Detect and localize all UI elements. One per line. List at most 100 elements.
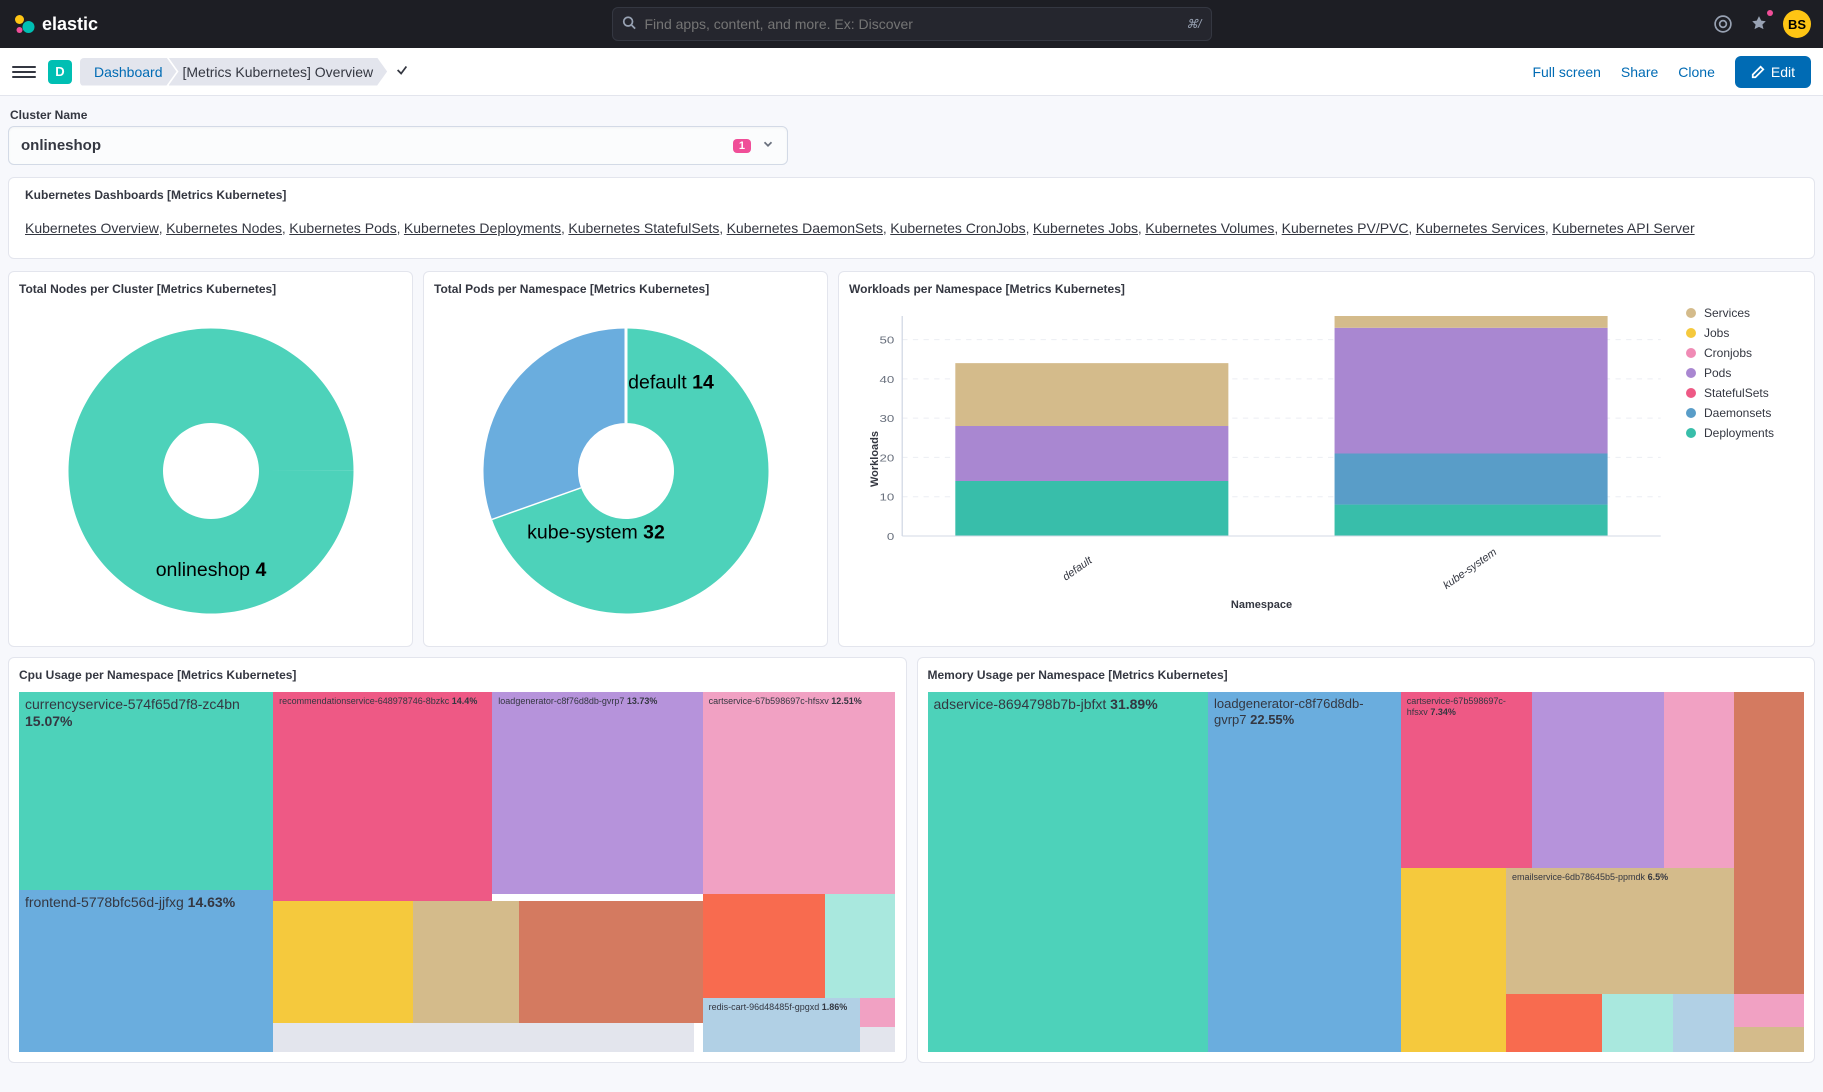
- cluster-value: onlineshop: [21, 137, 733, 154]
- dashboard-link[interactable]: Kubernetes StatefulSets: [568, 220, 719, 236]
- help-icon[interactable]: [1711, 12, 1735, 36]
- dashboard-link[interactable]: Kubernetes API Server: [1552, 220, 1694, 236]
- legend-item[interactable]: Jobs: [1686, 326, 1804, 340]
- legend-label: Pods: [1704, 366, 1731, 380]
- treemap-cell[interactable]: loadgenerator-c8f76d8db-gvrp7 22.55%: [1208, 692, 1401, 1052]
- legend-item[interactable]: Deployments: [1686, 426, 1804, 440]
- treemap-cell[interactable]: currencyservice-574f65d7f8-zc4bn 15.07%: [19, 692, 273, 890]
- bar-xlabels: defaultkube-system: [849, 563, 1674, 575]
- dashboard-link[interactable]: Kubernetes Deployments: [404, 220, 561, 236]
- legend-item[interactable]: Cronjobs: [1686, 346, 1804, 360]
- treemap-cell[interactable]: adservice-8694798b7b-jbfxt 31.89%: [928, 692, 1208, 1052]
- panel-title: Memory Usage per Namespace [Metrics Kube…: [928, 668, 1805, 682]
- newsfeed-icon[interactable]: [1747, 12, 1771, 36]
- treemap-cell[interactable]: [1734, 994, 1804, 1026]
- breadcrumb-current[interactable]: [Metrics Kubernetes] Overview: [169, 58, 388, 86]
- treemap-cell[interactable]: emailservice-6db78645b5-ppmdk 6.5%: [1506, 868, 1734, 994]
- svg-text:default 14: default 14: [628, 372, 714, 394]
- legend-swatch: [1686, 428, 1696, 438]
- legend-swatch: [1686, 388, 1696, 398]
- dashboard-link[interactable]: Kubernetes Pods: [289, 220, 396, 236]
- svg-text:10: 10: [879, 492, 894, 503]
- treemap-cell[interactable]: [273, 901, 413, 1023]
- treemap-cell[interactable]: [1401, 868, 1506, 1052]
- breadcrumb-dashboard[interactable]: Dashboard: [80, 58, 177, 86]
- full-screen-link[interactable]: Full screen: [1532, 64, 1600, 80]
- treemap-cell[interactable]: [1673, 994, 1734, 1052]
- elastic-logo-icon: [12, 12, 36, 36]
- memory-treemap[interactable]: adservice-8694798b7b-jbfxt 31.89%loadgen…: [928, 692, 1805, 1052]
- treemap-cell[interactable]: [273, 1023, 694, 1052]
- header-right: BS: [1711, 10, 1811, 38]
- legend-item[interactable]: Daemonsets: [1686, 406, 1804, 420]
- global-header: elastic ⌘/ BS: [0, 0, 1823, 48]
- donut-chart-pods[interactable]: default 14kube-system 32: [434, 306, 817, 636]
- logo[interactable]: elastic: [12, 12, 98, 36]
- chevron-down-icon: [761, 137, 775, 154]
- legend-item[interactable]: StatefulSets: [1686, 386, 1804, 400]
- bar-ylabel: Workloads: [869, 430, 881, 486]
- brand-text: elastic: [42, 14, 98, 35]
- dashboard-links-panel: Kubernetes Dashboards [Metrics Kubernete…: [8, 177, 1815, 259]
- svg-text:30: 30: [879, 414, 894, 425]
- dashboard-link[interactable]: Kubernetes Volumes: [1145, 220, 1274, 236]
- dashboard-link[interactable]: Kubernetes Overview: [25, 220, 159, 236]
- user-avatar[interactable]: BS: [1783, 10, 1811, 38]
- treemap-cell[interactable]: [825, 894, 895, 998]
- cluster-count-badge: 1: [733, 139, 751, 153]
- treemap-cell[interactable]: cartservice-67b598697c-hfsxv 7.34%: [1401, 692, 1532, 868]
- treemap-cell[interactable]: [1664, 692, 1734, 868]
- dashboard-link[interactable]: Kubernetes Nodes: [166, 220, 282, 236]
- svg-text:40: 40: [879, 374, 894, 385]
- donut-chart-nodes[interactable]: onlineshop 4: [19, 306, 402, 636]
- svg-text:onlineshop 4: onlineshop 4: [155, 559, 266, 581]
- global-search[interactable]: ⌘/: [612, 7, 1212, 41]
- cpu-treemap[interactable]: currencyservice-574f65d7f8-zc4bn 15.07%f…: [19, 692, 896, 1052]
- legend-label: Services: [1704, 306, 1750, 320]
- breadcrumb: Dashboard [Metrics Kubernetes] Overview: [80, 58, 387, 86]
- treemap-cell[interactable]: [703, 894, 826, 998]
- treemap-cell[interactable]: [1506, 994, 1602, 1052]
- treemap-cell[interactable]: recommendationservice-648978746-8bzkc 14…: [273, 692, 492, 901]
- legend-label: Daemonsets: [1704, 406, 1771, 420]
- treemap-cell[interactable]: [1734, 692, 1804, 868]
- treemap-cell[interactable]: cartservice-67b598697c-hfsxv 12.51%: [703, 692, 896, 894]
- cluster-name-select[interactable]: onlineshop 1: [8, 126, 788, 165]
- treemap-cell[interactable]: [519, 901, 703, 1023]
- treemap-cell[interactable]: [1602, 994, 1672, 1052]
- treemap-cell[interactable]: [860, 1027, 895, 1052]
- dashboard-link[interactable]: Kubernetes PV/PVC: [1282, 220, 1409, 236]
- bar-xlabel: Namespace: [849, 599, 1674, 611]
- treemap-cell[interactable]: redis-cart-96d48485f-gpgxd 1.86%: [703, 998, 861, 1052]
- treemap-cell[interactable]: [1532, 692, 1663, 868]
- treemap-cell[interactable]: loadgenerator-c8f76d8db-gvrp7 13.73%: [492, 692, 702, 894]
- search-icon: [622, 16, 636, 33]
- bar-chart[interactable]: Workloads 01020304050 defaultkube-system…: [849, 306, 1674, 611]
- edit-button[interactable]: Edit: [1735, 56, 1811, 88]
- bar-legend: Services Jobs Cronjobs Pods StatefulSets Daem…: [1674, 306, 1804, 611]
- dashboard-link[interactable]: Kubernetes CronJobs: [890, 220, 1025, 236]
- dashboard-link[interactable]: Kubernetes Services: [1416, 220, 1545, 236]
- search-input[interactable]: [612, 7, 1212, 41]
- clone-link[interactable]: Clone: [1678, 64, 1715, 80]
- treemap-cell[interactable]: [1734, 1027, 1804, 1052]
- nav-toggle-icon[interactable]: [12, 60, 36, 84]
- dashboard-link[interactable]: Kubernetes Jobs: [1033, 220, 1138, 236]
- total-nodes-panel: Total Nodes per Cluster [Metrics Kuberne…: [8, 271, 413, 647]
- treemap-cell[interactable]: [413, 901, 518, 1023]
- treemap-cell[interactable]: [860, 998, 895, 1027]
- check-icon: [395, 63, 409, 80]
- edit-button-label: Edit: [1771, 64, 1795, 80]
- links-panel-title: Kubernetes Dashboards [Metrics Kubernete…: [25, 188, 1798, 202]
- treemap-cell[interactable]: frontend-5778bfc56d-jjfxg 14.63%: [19, 890, 273, 1052]
- treemap-cell[interactable]: [1734, 868, 1804, 994]
- legend-item[interactable]: Services: [1686, 306, 1804, 320]
- share-link[interactable]: Share: [1621, 64, 1658, 80]
- legend-item[interactable]: Pods: [1686, 366, 1804, 380]
- legend-swatch: [1686, 408, 1696, 418]
- legend-label: StatefulSets: [1704, 386, 1769, 400]
- space-badge[interactable]: D: [48, 60, 72, 84]
- dashboard-link[interactable]: Kubernetes DaemonSets: [727, 220, 883, 236]
- legend-label: Cronjobs: [1704, 346, 1752, 360]
- total-pods-panel: Total Pods per Namespace [Metrics Kubern…: [423, 271, 828, 647]
